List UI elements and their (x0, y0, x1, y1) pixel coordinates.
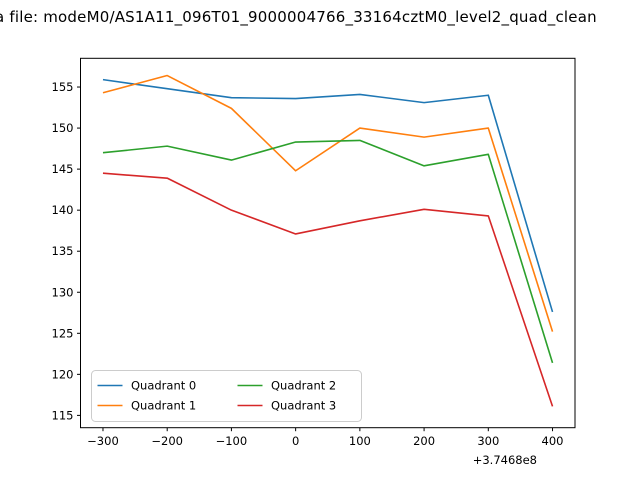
series-line-quadrant-3 (102, 172, 554, 407)
y-tick-label: 115 (52, 408, 74, 422)
y-tick-label: 130 (52, 285, 74, 299)
plot-border (80, 57, 576, 429)
series-line-quadrant-1 (102, 74, 554, 332)
series-line-quadrant-2 (102, 139, 554, 364)
x-tick-label: −200 (151, 434, 183, 448)
legend-label: Quadrant 1 (131, 399, 196, 413)
series-line-quadrant-0 (102, 78, 554, 313)
legend-box (91, 370, 362, 422)
y-tick-label: 140 (52, 203, 74, 217)
x-tick-label: 0 (292, 434, 299, 448)
legend-label: Quadrant 0 (131, 379, 196, 393)
x-tick-label: −100 (216, 434, 248, 448)
chart-title: a file: modeM0/AS1A11_096T01_9000004766_… (0, 8, 597, 26)
x-axis-offset-label: +3.7468e8 (473, 453, 537, 467)
legend-label: Quadrant 3 (271, 399, 336, 413)
x-tick-label: 400 (542, 434, 564, 448)
x-tick-label: 100 (349, 434, 371, 448)
y-tick-label: 155 (52, 80, 74, 94)
y-tick-label: 125 (52, 326, 74, 340)
y-tick-label: 150 (52, 121, 74, 135)
y-tick-label: 145 (52, 162, 74, 176)
x-tick-label: −300 (87, 434, 119, 448)
y-tick-label: 120 (52, 367, 74, 381)
y-tick-label: 135 (52, 244, 74, 258)
x-tick-label: 300 (477, 434, 499, 448)
legend-label: Quadrant 2 (271, 379, 336, 393)
x-tick-label: 200 (413, 434, 435, 448)
